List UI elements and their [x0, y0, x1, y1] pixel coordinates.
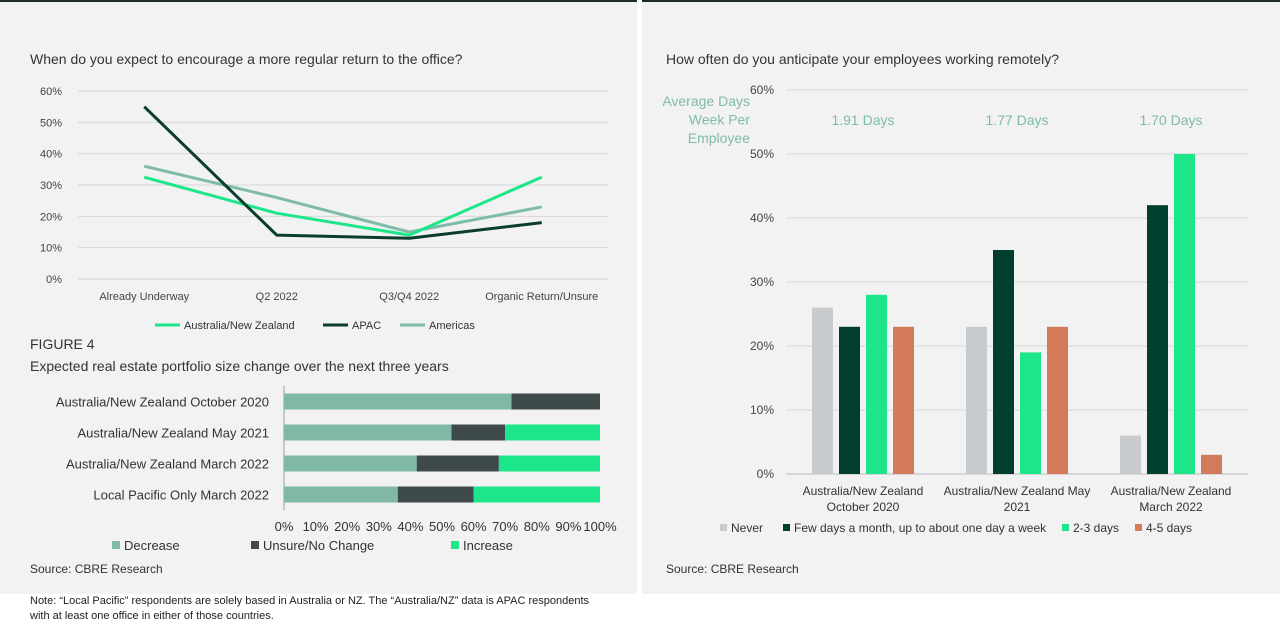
line-chart: 0% 10% 20% 30% 40% 50% 60% Already Underway Q2 2…	[40, 86, 608, 332]
legend-swatch-never	[720, 524, 727, 531]
bar-2-3-days	[866, 294, 887, 474]
bar-unsure-no-change	[397, 486, 474, 503]
x-tick-label: 70%	[492, 519, 518, 534]
x-tick-label: 20%	[334, 519, 360, 534]
stacked-bar-chart: Australia/New Zealand October 2020 Austra…	[56, 386, 617, 553]
category-label: Australia/New Zealand May 2021	[78, 426, 270, 441]
category-label: Local Pacific Only March 2022	[93, 488, 269, 503]
y-tick-label: 0%	[46, 274, 62, 286]
y-tick-label: 10%	[40, 243, 62, 255]
bar-unsure-no-change	[511, 393, 600, 410]
y-tick-label: 20%	[750, 339, 774, 353]
x-tick-label: 40%	[397, 519, 423, 534]
legend-swatch-unsure-no-change	[251, 541, 259, 549]
x-tick-label: Already Underway	[99, 291, 189, 303]
x-tick-label: 60%	[461, 519, 487, 534]
legend-label-increase: Increase	[463, 538, 513, 553]
category-label: Australia/New Zealand October 2020	[56, 395, 269, 410]
y-tick-label: 30%	[750, 275, 774, 289]
y-tick-label: 40%	[40, 149, 62, 161]
bar-few-days-a-month-up-to-about-one-day-a-week	[839, 326, 860, 474]
legend-swatch-increase	[451, 541, 459, 549]
right-source: Source: CBRE Research	[666, 562, 799, 576]
bar-chart-title: Expected real estate portfolio size chan…	[30, 358, 449, 374]
y-tick-label: 40%	[750, 211, 774, 225]
y-tick-label: 10%	[750, 403, 774, 417]
category-label: Australia/New Zealand	[1111, 484, 1232, 498]
legend-label-few-days-a-month-up-to-about-one-day-a-week: Few days a month, up to about one day a …	[794, 521, 1047, 535]
right-chart-title: How often do you anticipate your employe…	[666, 51, 1059, 67]
legend-label-never: Never	[731, 521, 763, 535]
right-panel	[642, 0, 1280, 594]
figure-label: FIGURE 4	[30, 336, 95, 352]
bar-unsure-no-change	[451, 424, 506, 441]
legend-swatch-decrease	[112, 541, 120, 549]
average-days-annotation: 1.91 Days	[831, 112, 894, 128]
line-chart-title: When do you expect to encourage a more r…	[30, 51, 463, 67]
average-days-label: Average Days Week Per Employee	[662, 93, 750, 146]
legend-swatch-few-days-a-month-up-to-about-one-day-a-week	[783, 524, 790, 531]
bar-decrease	[284, 486, 398, 503]
x-tick-label: 10%	[303, 519, 329, 534]
x-tick-label: 50%	[429, 519, 455, 534]
bar-decrease	[284, 455, 417, 472]
bar-few-days-a-month-up-to-about-one-day-a-week	[1147, 205, 1168, 474]
legend-label-unsure-no-change: Unsure/No Change	[263, 538, 374, 553]
series-line-americas	[143, 164, 543, 234]
clustered-bar-chart: 0% 10% 20% 30% 40% 50% 60%Average Days Week Per…	[662, 83, 1248, 535]
x-tick-label: Organic Return/Unsure	[485, 291, 598, 303]
y-tick-label: 30%	[40, 180, 62, 192]
y-tick-label: 20%	[40, 211, 62, 223]
bar-increase	[498, 455, 600, 472]
x-tick-label: 90%	[555, 519, 581, 534]
x-tick-label: Q3/Q4 2022	[379, 291, 439, 303]
bar-4-5-days	[1047, 326, 1068, 474]
bar-4-5-days	[893, 326, 914, 474]
legend-swatch-4-5-days	[1135, 524, 1142, 531]
bar-decrease	[284, 424, 452, 441]
category-label: Australia/New Zealand	[803, 484, 924, 498]
series-line-australia-new-zealand	[143, 175, 543, 237]
legend-label-4-5-days: 4-5 days	[1146, 521, 1192, 535]
y-tick-label: 60%	[40, 86, 62, 98]
legend-label-2-3-days: 2-3 days	[1073, 521, 1119, 535]
y-tick-label: 50%	[750, 147, 774, 161]
bar-2-3-days	[1174, 154, 1195, 474]
series-line-apac	[143, 105, 542, 240]
bar-never	[966, 326, 987, 474]
legend-label-decrease: Decrease	[124, 538, 180, 553]
x-tick-label: 30%	[366, 519, 392, 534]
x-tick-label: 0%	[275, 519, 294, 534]
y-tick-label: 0%	[757, 467, 775, 481]
bar-decrease	[284, 393, 512, 410]
bar-never	[1120, 435, 1141, 474]
legend-label-australia-new-zealand: Australia/New Zealand	[184, 320, 295, 332]
average-days-annotation: 1.77 Days	[985, 112, 1048, 128]
left-source: Source: CBRE Research	[30, 562, 163, 576]
bar-increase	[505, 424, 600, 441]
x-tick-label: 80%	[524, 519, 550, 534]
average-days-annotation: 1.70 Days	[1139, 112, 1202, 128]
bar-4-5-days	[1201, 454, 1222, 474]
bar-never	[812, 307, 833, 474]
footnote: Note: “Local Pacific” respondents are so…	[30, 595, 590, 622]
category-label: Australia/New Zealand May	[944, 484, 1091, 498]
category-label: 2021	[1004, 500, 1031, 514]
x-tick-label: 100%	[583, 519, 617, 534]
category-label: Australia/New Zealand March 2022	[66, 457, 269, 472]
legend-label-americas: Americas	[429, 320, 475, 332]
bar-increase	[473, 486, 600, 503]
bar-few-days-a-month-up-to-about-one-day-a-week	[993, 250, 1014, 474]
category-label: October 2020	[827, 500, 900, 514]
y-tick-label: 50%	[40, 117, 62, 129]
category-label: March 2022	[1139, 500, 1203, 514]
legend-label-apac: APAC	[352, 320, 381, 332]
x-tick-label: Q2 2022	[256, 291, 298, 303]
bar-unsure-no-change	[416, 455, 499, 472]
legend-swatch-2-3-days	[1062, 524, 1069, 531]
y-tick-label: 60%	[750, 83, 774, 97]
bar-2-3-days	[1020, 352, 1041, 474]
